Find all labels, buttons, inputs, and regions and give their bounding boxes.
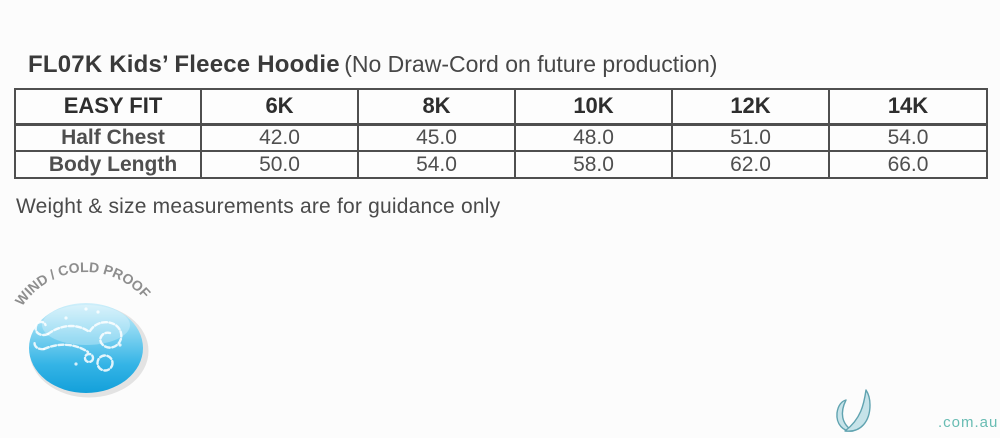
badge-disc	[29, 303, 143, 393]
table-header-fit-type: EASY FIT	[14, 88, 202, 126]
half-chest-value-12k: 51.0	[671, 123, 830, 152]
table-row-body-length: Body Length 50.0 54.0 58.0 62.0 66.0	[14, 150, 988, 179]
size-table: EASY FIT 6K 8K 10K 12K 14K Half Chest 42…	[14, 88, 988, 179]
table-row-half-chest: Half Chest 42.0 45.0 48.0 51.0 54.0	[14, 123, 988, 152]
body-length-value-10k: 58.0	[514, 150, 673, 179]
u-swoosh-icon	[836, 389, 871, 432]
badge-gloss	[42, 305, 130, 345]
svg-text:WIND / COLD PROOF: WIND / COLD PROOF	[12, 259, 154, 308]
body-length-value-12k: 62.0	[671, 150, 830, 179]
row-label-body-length: Body Length	[14, 150, 202, 179]
row-label-half-chest: Half Chest	[14, 123, 202, 152]
page-title: FL07K Kids’ Fleece Hoodie (No Draw-Cord …	[28, 51, 717, 79]
badge-arc-text: WIND / COLD PROOF	[12, 259, 154, 308]
body-length-value-6k: 50.0	[200, 150, 359, 179]
table-header-size-8k: 8K	[357, 88, 516, 126]
size-table-header-row: EASY FIT 6K 8K 10K 12K 14K	[14, 88, 988, 126]
half-chest-value-14k: 54.0	[828, 123, 988, 152]
table-header-size-14k: 14K	[828, 88, 988, 126]
product-title-note: (No Draw-Cord on future production)	[344, 51, 718, 77]
body-length-value-14k: 66.0	[828, 150, 988, 179]
windproof-badge: WIND / COLD PROOF	[12, 259, 154, 398]
wind-specks	[64, 307, 122, 366]
disclaimer-text: Weight & size measurements are for guida…	[16, 195, 501, 218]
wind-swirl-icon	[33, 320, 123, 372]
half-chest-value-10k: 48.0	[514, 123, 673, 152]
half-chest-value-6k: 42.0	[200, 123, 359, 152]
table-header-size-10k: 10K	[514, 88, 673, 126]
watermark-text: .com.au	[938, 414, 999, 431]
table-header-size-6k: 6K	[200, 88, 359, 126]
half-chest-value-8k: 45.0	[357, 123, 516, 152]
table-header-size-12k: 12K	[671, 88, 830, 126]
body-length-value-8k: 54.0	[357, 150, 516, 179]
product-title: FL07K Kids’ Fleece Hoodie	[28, 51, 340, 78]
